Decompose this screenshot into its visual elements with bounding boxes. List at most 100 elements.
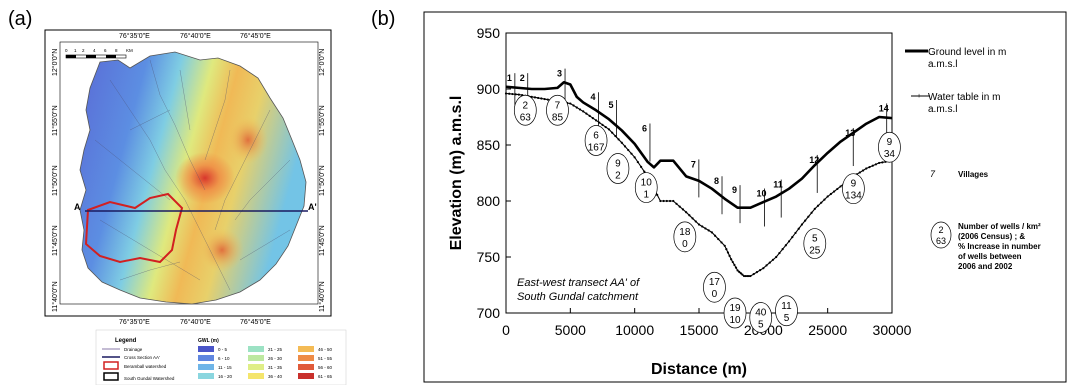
well-count-label: 6 <box>593 131 599 142</box>
transect-label-a: A <box>74 202 81 212</box>
well-increase-label: 5 <box>758 319 764 330</box>
well-count-label: 2 <box>523 100 529 111</box>
well-circle <box>634 172 658 203</box>
scale-label: 2 <box>82 48 85 53</box>
gwl-swatch <box>248 373 264 379</box>
water-table-point <box>688 214 691 217</box>
well-count-label: 19 <box>729 303 741 314</box>
legend-village-label: Villages <box>958 170 989 179</box>
legend-water-label: Water table in m <box>928 92 1000 103</box>
hotspot-area-east <box>228 116 268 164</box>
water-table-point <box>762 267 765 270</box>
transect-label-a-prime: A' <box>308 202 317 212</box>
well-circle <box>803 228 827 259</box>
water-table-point <box>865 167 868 170</box>
gwl-swatch <box>298 373 314 379</box>
water-table-point <box>868 166 871 169</box>
water-table-point <box>620 141 623 144</box>
water-table-point <box>710 231 713 234</box>
gwl-class-label: 56 - 60 <box>318 365 333 370</box>
water-table-point <box>726 251 730 254</box>
water-table-point <box>617 138 620 141</box>
gwl-swatch <box>298 355 314 361</box>
village-label: 5 <box>609 100 614 110</box>
gwl-class-label: 51 - 55 <box>318 356 333 361</box>
legend-well-text: (2006 Census) ; & <box>958 232 1025 241</box>
water-table-point <box>543 97 546 101</box>
legend-title: Legend <box>115 338 137 344</box>
well-circle <box>673 221 697 253</box>
y-tick-label: 850 <box>477 137 501 153</box>
well-count-label: 9 <box>887 137 893 148</box>
legend-well-text: of wells between <box>958 252 1022 261</box>
legend-well-text: 2006 and 2002 <box>958 262 1013 271</box>
water-table-point <box>630 152 633 155</box>
water-table-point <box>572 104 575 107</box>
gwl-class-label: 21 - 25 <box>268 347 283 352</box>
water-table-point <box>588 114 591 117</box>
water-table-point <box>744 274 747 278</box>
water-table-point <box>874 163 878 166</box>
water-table-point <box>775 255 778 259</box>
water-table-point <box>656 193 659 196</box>
water-table-point <box>614 134 617 138</box>
longitude-label-bottom: 76°45'0"E <box>240 318 271 326</box>
x-tick-label: 30000 <box>873 322 912 338</box>
village-label: 6 <box>642 124 647 134</box>
gwl-class-label: 46 - 50 <box>318 347 333 352</box>
well-increase-label: 0 <box>682 239 688 250</box>
legend-well-circle <box>930 221 952 249</box>
well-circle <box>546 94 569 126</box>
latitude-label-right: 11°45'0"N <box>318 225 326 256</box>
latitude-label-right: 12°0'0"N <box>318 49 326 76</box>
gwl-class-label: 61 - 65 <box>318 374 333 379</box>
water-table-point <box>881 161 884 164</box>
water-table-point <box>582 110 585 113</box>
water-table-point <box>755 271 759 274</box>
well-increase-label: 10 <box>729 315 741 326</box>
water-table-point <box>643 170 646 173</box>
legend-item: Cross Section AA' <box>124 355 160 360</box>
water-table-point <box>730 258 733 261</box>
latitude-label-left: 11°45'0"N <box>51 225 59 256</box>
legend-ground-label: Ground level in m <box>928 47 1006 58</box>
legend-ground-label-2: a.m.s.l <box>928 59 957 70</box>
well-circle <box>878 131 901 163</box>
water-table-point <box>691 217 694 220</box>
longitude-label-top: 76°35'0"E <box>119 32 150 40</box>
legend-well-sample-bottom: 63 <box>936 236 946 246</box>
well-increase-label: 2 <box>615 171 621 182</box>
gwl-swatch <box>198 373 214 379</box>
water-table-point <box>736 269 739 272</box>
well-count-label: 9 <box>615 159 621 170</box>
longitude-label-bottom: 76°40'0"E <box>180 318 211 326</box>
water-table-point <box>504 92 508 95</box>
water-table-point <box>725 248 728 251</box>
well-count-label: 9 <box>851 179 857 190</box>
water-table-point <box>794 231 797 235</box>
gwl-swatch <box>248 355 264 361</box>
legend-item: Drainage <box>124 347 143 352</box>
well-increase-label: 85 <box>552 112 564 123</box>
water-table-point <box>839 185 842 188</box>
water-table-point <box>728 254 731 257</box>
gwl-swatch <box>198 355 214 361</box>
latitude-label-left: 11°40'0"N <box>51 281 59 312</box>
village-label: 11 <box>773 180 783 190</box>
water-table-point <box>820 201 823 204</box>
water-table-point <box>816 204 820 207</box>
x-tick-label: 25000 <box>808 322 847 338</box>
water-table-point <box>517 93 520 96</box>
x-tick-label: 0 <box>502 322 510 338</box>
water-table-point <box>607 128 611 131</box>
gwl-class-label: 31 - 35 <box>268 365 283 370</box>
water-table-point <box>611 131 614 134</box>
water-table-point <box>591 117 594 120</box>
latitude-label-left: 12°0'0"N <box>51 49 59 76</box>
y-tick-label: 700 <box>477 305 501 321</box>
water-table-point <box>787 240 791 243</box>
latitude-label-right: 11°40'0"N <box>318 281 326 312</box>
village-label: 10 <box>756 189 766 199</box>
gwl-swatch <box>198 346 214 352</box>
